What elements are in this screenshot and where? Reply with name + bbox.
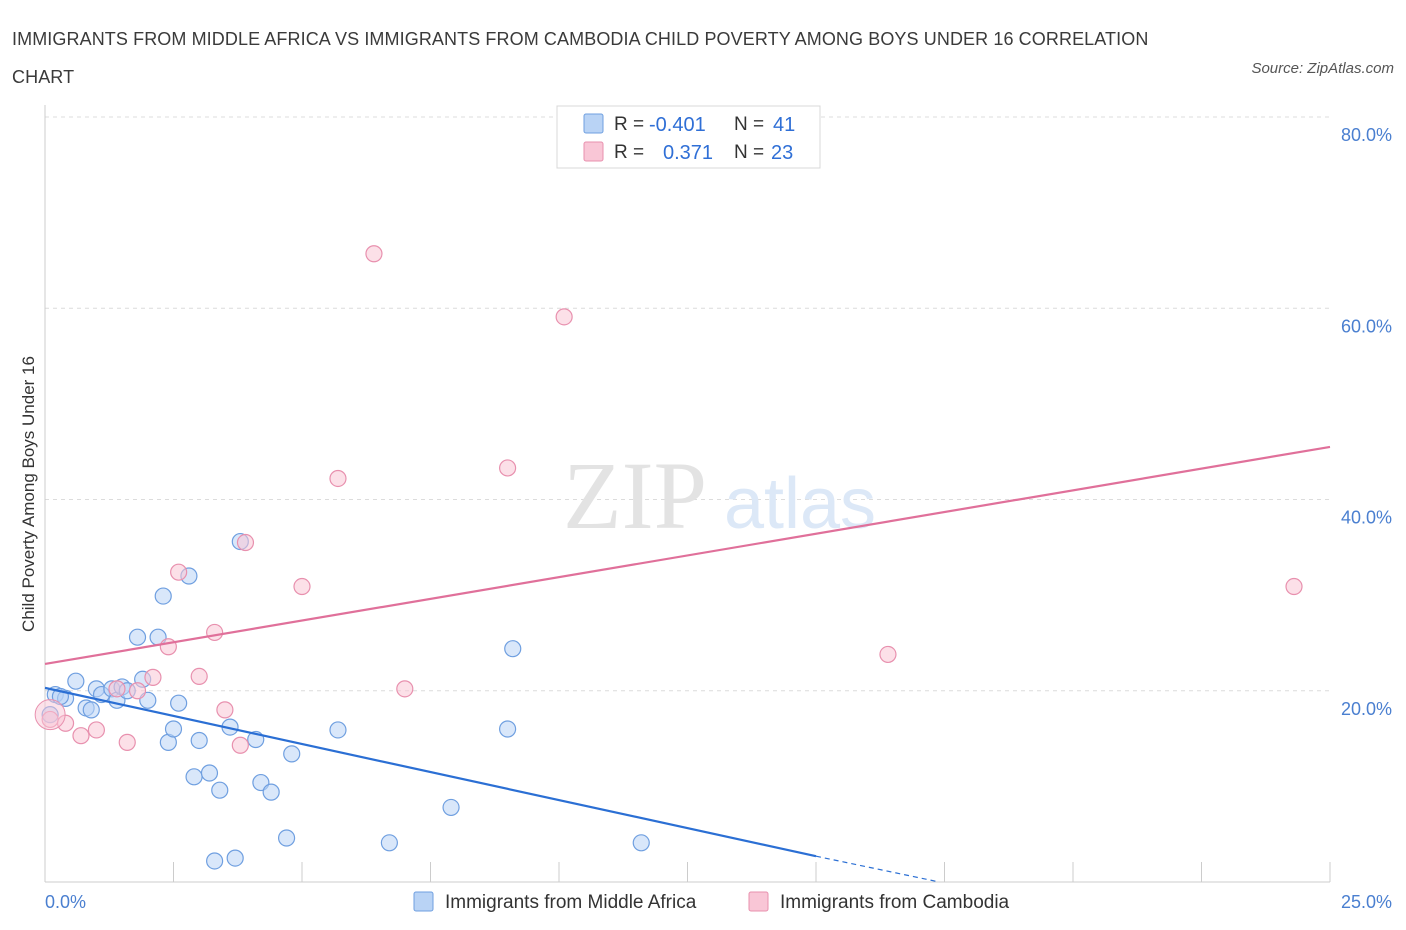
- point-cambodia: [216, 701, 234, 719]
- point-cambodia: [396, 680, 414, 698]
- point-middle-africa: [154, 587, 172, 605]
- watermark: ZIP atlas: [563, 442, 876, 549]
- y-tick-label: 80.0%: [1341, 125, 1392, 145]
- point-middle-africa: [329, 721, 347, 739]
- legend-swatch-pink: [583, 141, 604, 162]
- point-middle-africa: [67, 672, 85, 690]
- point-middle-africa: [164, 720, 183, 738]
- watermark-zip: ZIP: [563, 442, 707, 549]
- point-cambodia: [34, 699, 66, 731]
- trend-line-cambodia: [44, 445, 1331, 666]
- y-axis-title: Child Poverty Among Boys Under 16: [19, 356, 38, 632]
- point-cambodia: [87, 721, 106, 739]
- bottom-legend: Immigrants from Middle Africa Immigrants…: [413, 891, 1010, 913]
- point-middle-africa: [504, 640, 522, 658]
- trend-line-middle-africa-extension: [815, 855, 940, 883]
- trend-line-middle-africa: [44, 686, 817, 858]
- x-tick-label: 0.0%: [45, 892, 86, 912]
- point-middle-africa: [499, 720, 517, 738]
- point-middle-africa: [283, 745, 301, 763]
- point-cambodia: [499, 459, 517, 477]
- y-tick-label: 40.0%: [1341, 508, 1392, 528]
- point-cambodia: [72, 727, 90, 745]
- bottom-legend-swatch-blue: [413, 891, 434, 912]
- legend-r-label: R =: [614, 114, 644, 135]
- point-middle-africa: [190, 731, 208, 750]
- point-cambodia: [118, 733, 136, 751]
- point-cambodia: [170, 563, 188, 581]
- point-cambodia: [128, 682, 147, 700]
- data-points: [34, 245, 1303, 870]
- top-legend: R = -0.401 N = 41 R = 0.371 N = 23: [556, 105, 821, 169]
- point-cambodia: [236, 533, 255, 552]
- legend-r-value-blue: -0.401: [649, 114, 706, 136]
- point-cambodia: [555, 308, 573, 326]
- chart-source: Source: ZipAtlas.com: [1251, 60, 1394, 77]
- point-cambodia: [231, 736, 249, 754]
- legend-n-value-pink: 23: [771, 142, 793, 164]
- point-middle-africa: [442, 798, 460, 817]
- point-cambodia: [293, 577, 311, 596]
- point-middle-africa: [211, 781, 229, 799]
- point-cambodia: [1285, 577, 1303, 596]
- point-middle-africa: [128, 628, 147, 646]
- legend-n-label: N =: [734, 142, 764, 163]
- point-cambodia: [190, 667, 208, 686]
- point-middle-africa: [206, 852, 224, 870]
- y-tick-labels: 20.0% 40.0% 60.0% 80.0%: [1341, 125, 1392, 719]
- legend-r-label: R =: [614, 142, 644, 163]
- point-middle-africa: [380, 834, 398, 852]
- x-tick-labels: 0.0% 25.0%: [45, 892, 1392, 912]
- point-cambodia: [144, 668, 162, 686]
- point-cambodia: [879, 645, 897, 664]
- point-middle-africa: [185, 768, 203, 786]
- chart-title: IMMIGRANTS FROM MIDDLE AFRICA VS IMMIGRA…: [12, 29, 1149, 87]
- point-cambodia: [365, 245, 383, 263]
- point-middle-africa: [632, 834, 650, 852]
- y-tick-label: 20.0%: [1341, 699, 1392, 719]
- point-middle-africa: [277, 829, 296, 847]
- y-tick-label: 60.0%: [1341, 316, 1392, 336]
- watermark-atlas: atlas: [724, 464, 876, 544]
- point-middle-africa: [226, 849, 244, 867]
- legend-n-value-blue: 41: [773, 114, 795, 136]
- bottom-legend-swatch-pink: [748, 891, 769, 912]
- x-tick-label: 25.0%: [1341, 892, 1392, 912]
- bottom-legend-label-blue: Immigrants from Middle Africa: [445, 892, 697, 913]
- trend-lines: [44, 445, 1331, 883]
- legend-n-label: N =: [734, 114, 764, 135]
- bottom-legend-label-pink: Immigrants from Cambodia: [780, 892, 1010, 913]
- point-middle-africa: [82, 701, 100, 719]
- legend-r-value-pink: 0.371: [663, 142, 713, 164]
- axes: [44, 105, 1331, 883]
- point-cambodia: [206, 623, 224, 642]
- legend-swatch-blue: [583, 113, 604, 134]
- point-cambodia: [329, 469, 347, 488]
- point-middle-africa: [170, 694, 188, 712]
- point-middle-africa: [262, 783, 280, 801]
- point-cambodia: [108, 680, 126, 698]
- grid-lines: [45, 116, 1330, 692]
- point-middle-africa: [200, 764, 219, 782]
